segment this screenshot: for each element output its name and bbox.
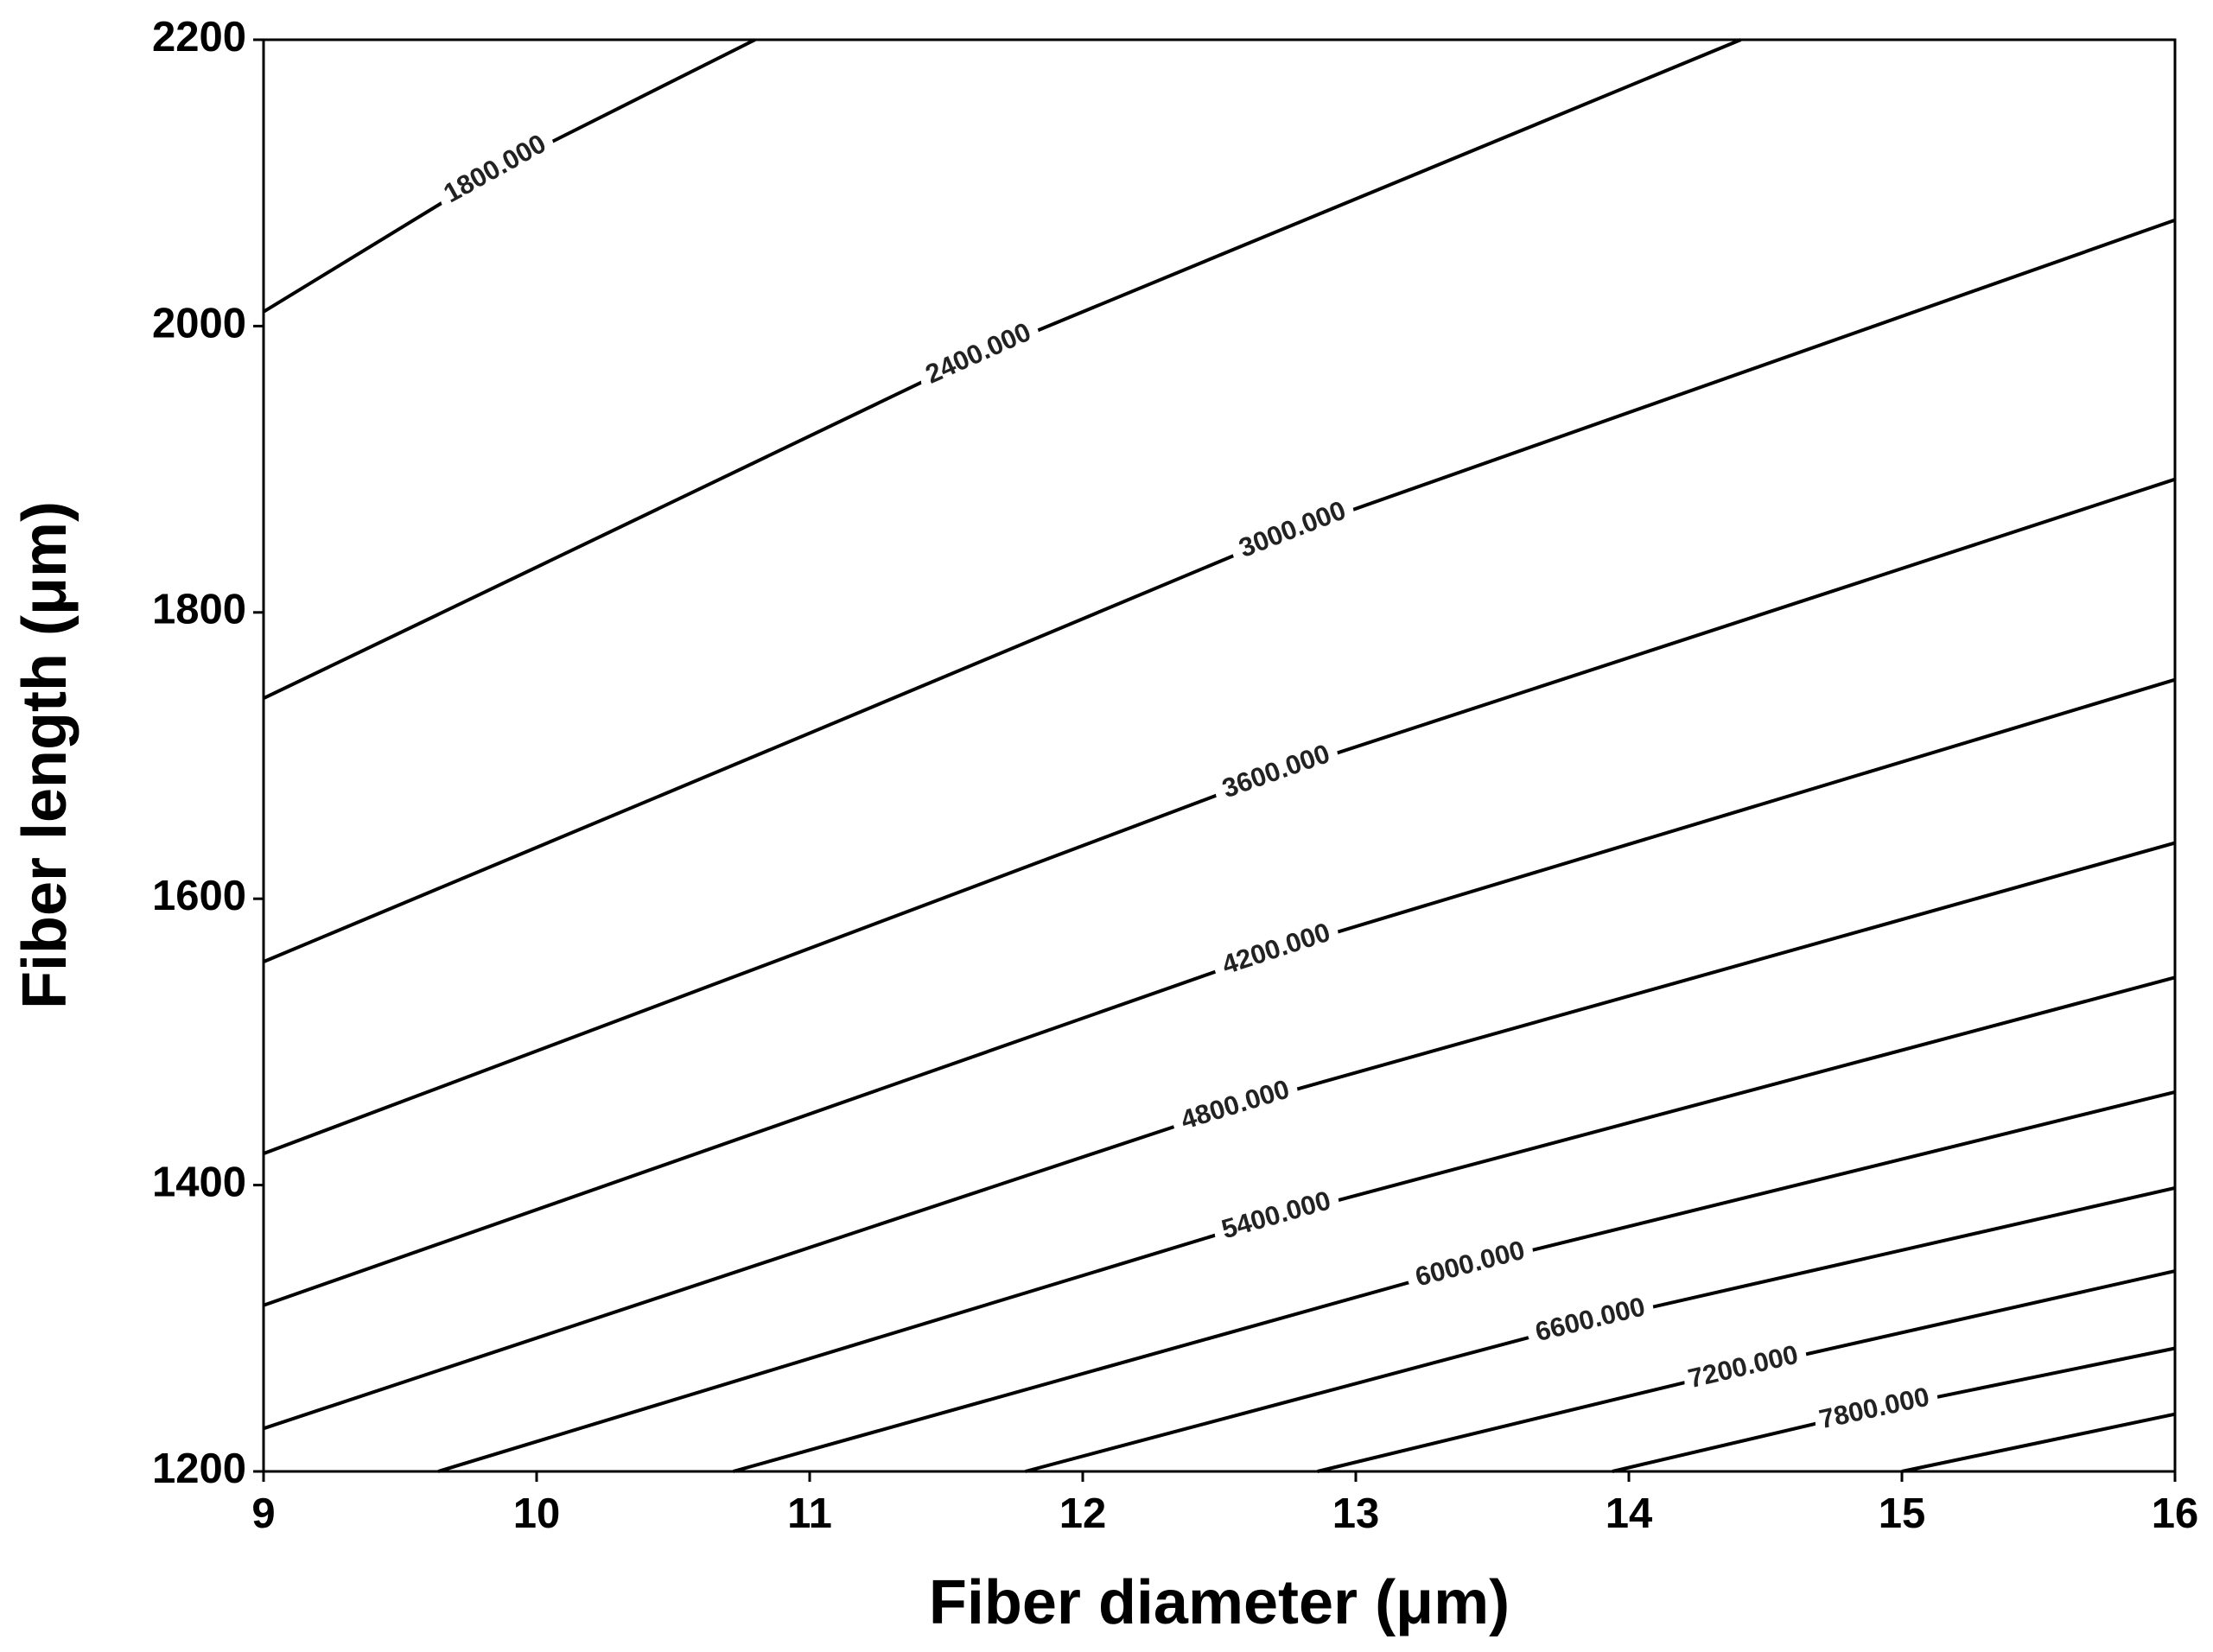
contour-line bbox=[1317, 1269, 2176, 1473]
contour-line bbox=[732, 1090, 2176, 1473]
plot-frame bbox=[262, 38, 2177, 1473]
x-tick-label: 11 bbox=[787, 1490, 832, 1537]
contour-line bbox=[263, 841, 2176, 1431]
contour-line bbox=[263, 477, 2176, 1156]
y-tick-label: 1200 bbox=[152, 1446, 246, 1492]
contour-label: 7200.000 bbox=[1685, 1339, 1801, 1395]
x-tick-label: 15 bbox=[1879, 1490, 1926, 1537]
contour-label: 6600.000 bbox=[1532, 1291, 1648, 1347]
contour-label: 3600.000 bbox=[1218, 738, 1334, 804]
contour-line bbox=[1901, 1412, 2176, 1473]
y-tick-label: 1400 bbox=[152, 1160, 246, 1206]
contour-label: 3000.000 bbox=[1235, 494, 1350, 562]
y-tick-label: 1800 bbox=[152, 587, 246, 633]
contour-label: 4800.000 bbox=[1177, 1074, 1293, 1135]
y-axis-title: Fiber length (μm) bbox=[10, 501, 79, 1009]
x-tick-label: 10 bbox=[513, 1490, 561, 1537]
contour-line bbox=[262, 38, 756, 314]
x-tick-label: 12 bbox=[1059, 1490, 1107, 1537]
contour-line bbox=[1612, 1346, 2176, 1473]
contour-label: 4200.000 bbox=[1218, 917, 1334, 980]
contour-label: 5400.000 bbox=[1218, 1185, 1334, 1244]
contour-line bbox=[263, 677, 2176, 1307]
x-tick-label: 16 bbox=[2152, 1490, 2199, 1537]
contour-line bbox=[263, 38, 1742, 701]
x-tick-label: 14 bbox=[1606, 1490, 1653, 1537]
y-tick-label: 2200 bbox=[152, 14, 246, 60]
contour-label: 1800.000 bbox=[438, 128, 550, 208]
x-tick-label: 9 bbox=[251, 1490, 275, 1537]
y-tick-label: 1600 bbox=[152, 873, 246, 919]
contour-line bbox=[263, 218, 2176, 963]
y-tick-label: 2000 bbox=[152, 300, 246, 346]
contour-label: 2400.000 bbox=[921, 316, 1035, 390]
contour-label: 7800.000 bbox=[1816, 1382, 1932, 1435]
contour-line bbox=[1025, 1185, 2176, 1473]
contour-label: 6000.000 bbox=[1412, 1235, 1528, 1293]
x-tick-label: 13 bbox=[1332, 1490, 1380, 1537]
x-axis-title: Fiber diameter (μm) bbox=[929, 1568, 1510, 1637]
contour-line bbox=[437, 975, 2176, 1473]
